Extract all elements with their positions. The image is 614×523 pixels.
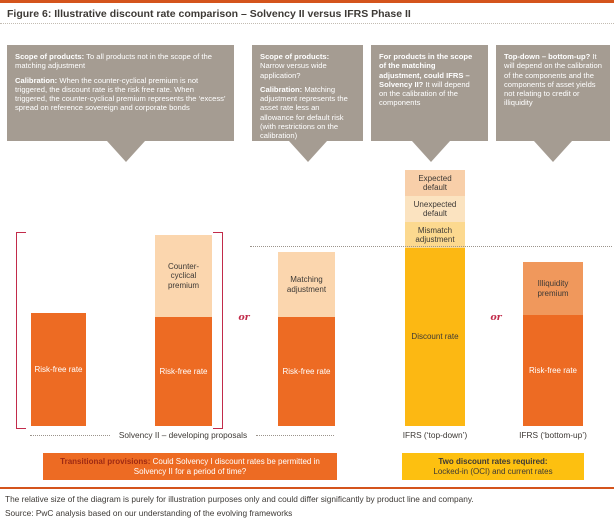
bar-matching-adjustment: Matching adjustment Risk-free rate xyxy=(278,252,335,426)
callout-pointer-icon xyxy=(107,141,145,162)
bar-segment: Risk-free rate xyxy=(278,317,335,426)
title-divider-dotted xyxy=(0,23,614,24)
bar-segment: Illiquidity premium xyxy=(523,262,583,315)
bar-segment: Expected default xyxy=(405,170,465,196)
or-separator: or xyxy=(238,312,250,323)
baseline-dotted-right xyxy=(256,435,334,436)
bar-segment-label: Unexpected default xyxy=(413,199,457,218)
bar-segment: Mismatch adjustment xyxy=(405,222,465,248)
bar-segment-label: Matching adjustment xyxy=(286,275,327,294)
callout-pointer-icon xyxy=(289,141,327,162)
or-separator: or xyxy=(490,312,502,323)
callout-ifrs-topdown: For products in the scope of the matchin… xyxy=(371,45,488,162)
callout-paragraph: Calibration: When the counter-cyclical p… xyxy=(15,75,226,113)
bracket-left xyxy=(16,232,26,429)
top-accent-rule xyxy=(0,0,614,3)
bar-segment-label: Risk-free rate xyxy=(34,364,83,374)
bar-segment-label: Mismatch adjustment xyxy=(415,225,455,244)
footer-rule xyxy=(0,487,614,489)
footer-disclaimer: The relative size of the diagram is pure… xyxy=(5,494,474,504)
callout-paragraph: For products in the scope of the matchin… xyxy=(379,52,473,108)
bar-ifrs-topdown: Expected default Unexpected default Mismat… xyxy=(405,170,465,426)
bar-segment: Matching adjustment xyxy=(278,252,335,317)
bar-segment-label: Risk-free rate xyxy=(528,365,577,375)
footer-source: Source: PwC analysis based on our unders… xyxy=(5,508,293,518)
callout-pointer-icon xyxy=(412,141,450,162)
bar-segment: Counter-cyclical premium xyxy=(155,235,212,317)
axis-label-solvency: Solvency II – developing proposals xyxy=(118,430,248,440)
callout-matching-adjustment: Scope of products: Narrow versus wide ap… xyxy=(252,45,363,162)
figure-title: Figure 6: Illustrative discount rate com… xyxy=(7,8,411,20)
bar-ifrs-bottomup: Illiquidity premium Risk-free rate xyxy=(523,262,583,426)
bracket-right xyxy=(213,232,223,429)
axis-label-ifrs-bottomup: IFRS (‘bottom-up’) xyxy=(519,430,587,440)
asset-rate-dotted-line xyxy=(250,246,612,247)
bar-segment: Unexpected default xyxy=(405,196,465,222)
bar-segment-label: Expected default xyxy=(418,173,452,192)
baseline-dotted-left xyxy=(30,435,110,436)
callout-paragraph: Scope of products: To all products not i… xyxy=(15,52,212,71)
bar-segment: Risk-free rate xyxy=(31,313,86,426)
note-text: Two discount rates required: Locked-in (O… xyxy=(433,456,553,476)
transitional-provisions-note: Transitional provisions: Could Solvency … xyxy=(43,453,337,480)
bar-counter-cyclical: Counter-cyclical premium Risk-free rate xyxy=(155,235,212,426)
bar-segment-label: Risk-free rate xyxy=(159,366,208,376)
bar-segment: Risk-free rate xyxy=(155,317,212,426)
bar-risk-free-only: Risk-free rate xyxy=(31,313,86,426)
note-text: Transitional provisions: Could Solvency … xyxy=(60,456,320,476)
bar-segment: Risk-free rate xyxy=(523,315,583,426)
two-discount-rates-note: Two discount rates required: Locked-in (O… xyxy=(402,453,584,480)
bar-segment-label: Illiquidity premium xyxy=(537,279,569,298)
callout-paragraph: Scope of products: Narrow versus wide ap… xyxy=(260,52,330,80)
callout-pointer-icon xyxy=(534,141,572,162)
bar-segment-label: Risk-free rate xyxy=(282,366,331,376)
bar-segment: Discount rate xyxy=(405,248,465,426)
callout-ifrs-bottomup: Top-down – bottom-up? It will depend on … xyxy=(496,45,610,162)
bar-segment-label: Counter-cyclical premium xyxy=(167,261,200,290)
axis-label-ifrs-topdown: IFRS (‘top-down’) xyxy=(402,430,468,440)
callout-paragraph: Top-down – bottom-up? It will depend on … xyxy=(504,52,602,108)
callout-solvency-risk-free: Scope of products: To all products not i… xyxy=(7,45,234,162)
callout-paragraph: Calibration: Matching adjustment represe… xyxy=(260,84,348,140)
bar-segment-label: Discount rate xyxy=(411,332,459,342)
